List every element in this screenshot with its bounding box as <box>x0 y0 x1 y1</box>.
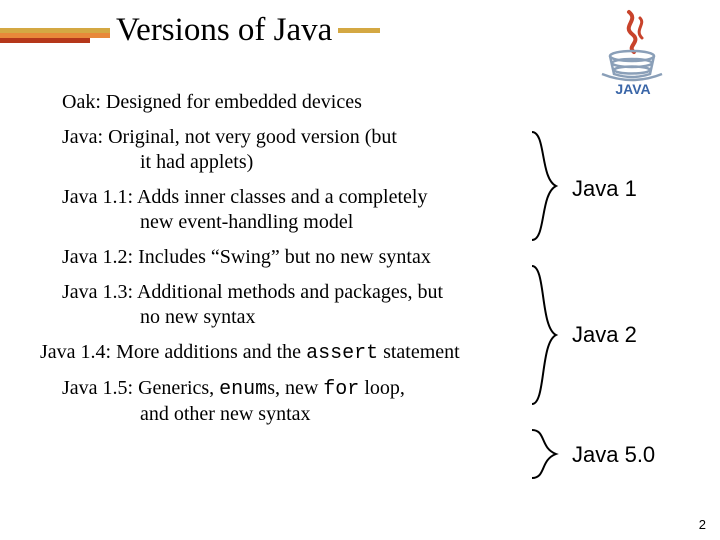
brace-java5 <box>528 426 560 482</box>
item-java11-cont: new event-handling model <box>140 210 522 235</box>
item-java11: Java 1.1: Adds inner classes and a compl… <box>62 185 522 235</box>
item-java10: Java: Original, not very good version (b… <box>62 125 522 175</box>
slide-title: Versions of Java <box>110 12 338 49</box>
bar-red <box>0 38 90 43</box>
item-oak-text: Oak: Designed for embedded devices <box>62 91 362 113</box>
item-java13: Java 1.3: Additional methods and package… <box>62 280 522 330</box>
item-java10-cont: it had applets) <box>140 150 522 175</box>
item-java13-lead: Java 1.3: Additional methods and package… <box>62 281 443 303</box>
item-java15: Java 1.5: Generics, enums, new for loop,… <box>62 376 522 427</box>
side-label-java2: Java 2 <box>572 322 637 348</box>
item-java15-code1: enum <box>219 378 267 401</box>
item-java15-p3: loop, <box>359 377 405 399</box>
item-java12: Java 1.2: Includes “Swing” but no new sy… <box>62 245 522 270</box>
item-java15-p1: Java 1.5: Generics, <box>62 377 219 399</box>
item-java13-cont: no new syntax <box>140 305 522 330</box>
item-java15-p2: s, new <box>267 377 323 399</box>
item-oak: Oak: Designed for embedded devices <box>62 90 522 115</box>
item-java14: Java 1.4: More additions and the assert … <box>40 340 522 366</box>
item-java14-p2: statement <box>378 341 460 363</box>
item-java12-lead: Java 1.2: Includes “Swing” but no new sy… <box>62 246 431 268</box>
side-label-java5: Java 5.0 <box>572 442 655 468</box>
java-logo: JAVA <box>594 8 672 96</box>
brace-java1 <box>528 128 560 244</box>
item-java15-cont: and other new syntax <box>140 402 522 427</box>
page-number: 2 <box>699 517 706 532</box>
content-list: Oak: Designed for embedded devices Java:… <box>62 90 522 437</box>
item-java11-lead: Java 1.1: Adds inner classes and a compl… <box>62 186 427 208</box>
item-java14-p1: Java 1.4: More additions and the <box>40 341 306 363</box>
item-java14-code: assert <box>306 342 378 365</box>
item-java15-code2: for <box>323 378 359 401</box>
brace-java2 <box>528 262 560 408</box>
java-logo-text: JAVA <box>615 81 650 96</box>
item-java10-lead: Java: Original, not very good version (b… <box>62 126 397 148</box>
side-label-java1: Java 1 <box>572 176 637 202</box>
